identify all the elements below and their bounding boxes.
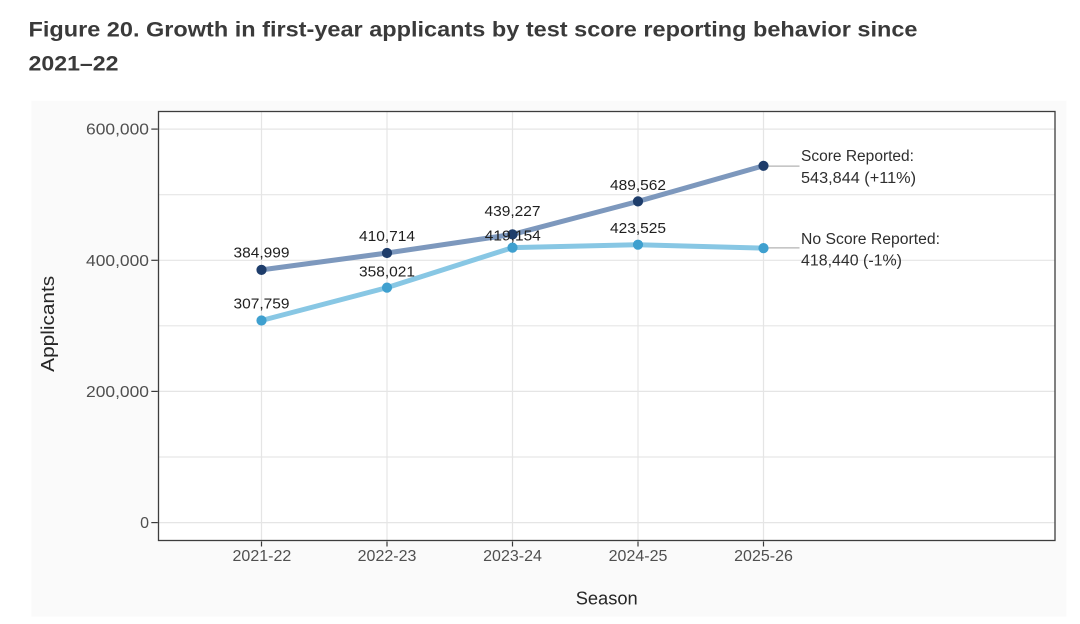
svg-text:307,759: 307,759 <box>234 297 290 313</box>
svg-text:419,154: 419,154 <box>485 228 541 244</box>
svg-text:358,021: 358,021 <box>359 265 415 281</box>
svg-text:2021–22: 2021–22 <box>29 53 119 76</box>
svg-text:0: 0 <box>140 515 149 532</box>
svg-text:Score Reported:: Score Reported: <box>801 148 914 165</box>
svg-text:418,440 (-1%): 418,440 (-1%) <box>801 252 902 269</box>
svg-text:2025-26: 2025-26 <box>734 548 793 565</box>
svg-text:200,000: 200,000 <box>86 384 149 401</box>
svg-text:439,227: 439,227 <box>485 204 541 220</box>
svg-text:Season: Season <box>576 588 638 609</box>
svg-text:543,844 (+11%): 543,844 (+11%) <box>801 170 916 187</box>
svg-text:410,714: 410,714 <box>359 229 415 245</box>
svg-text:400,000: 400,000 <box>86 253 149 270</box>
svg-text:384,999: 384,999 <box>234 246 290 262</box>
svg-text:Applicants: Applicants <box>37 276 58 372</box>
svg-text:2021-22: 2021-22 <box>233 548 292 565</box>
svg-text:423,525: 423,525 <box>610 221 666 237</box>
svg-text:Figure 20. Growth in first-yea: Figure 20. Growth in first-year applican… <box>29 19 918 42</box>
svg-text:489,562: 489,562 <box>610 178 666 194</box>
svg-text:2024-25: 2024-25 <box>609 548 668 565</box>
svg-text:No Score Reported:: No Score Reported: <box>801 231 940 248</box>
svg-text:600,000: 600,000 <box>86 122 149 139</box>
svg-text:2023-24: 2023-24 <box>483 548 542 565</box>
svg-text:2022-23: 2022-23 <box>358 548 417 565</box>
